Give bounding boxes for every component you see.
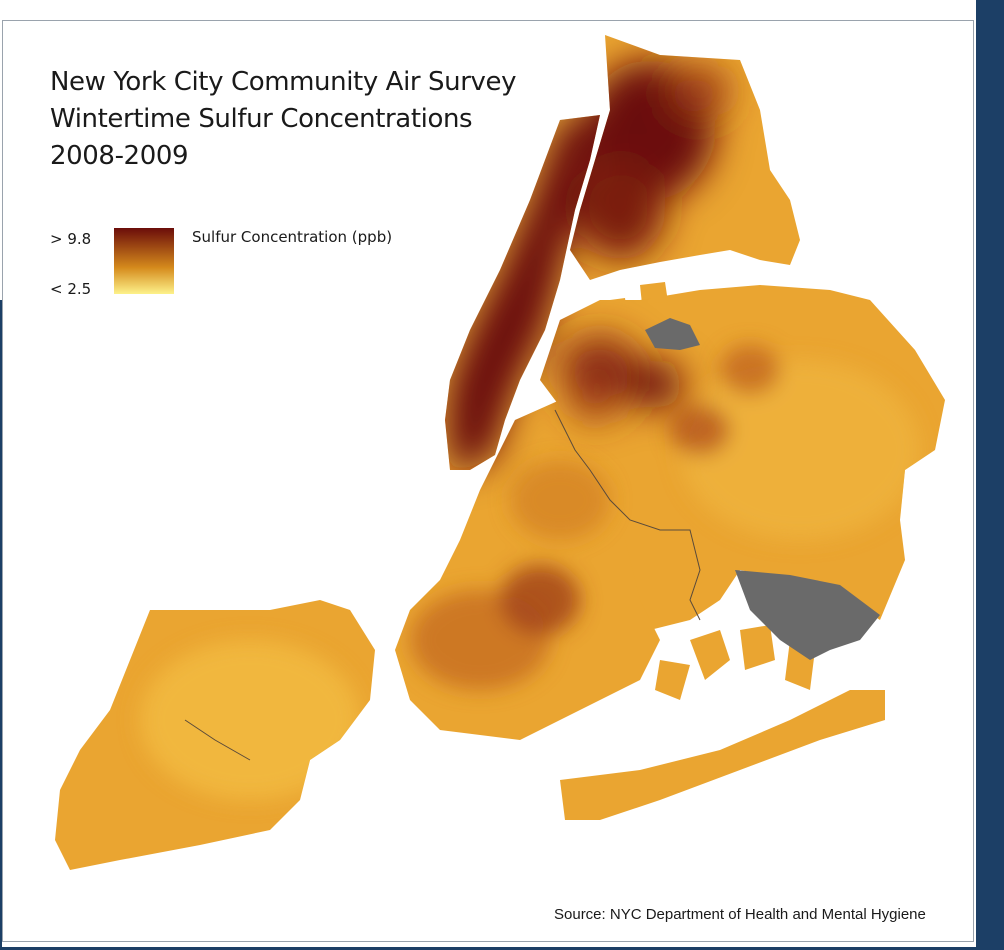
jfk-airport-shape [735,570,880,660]
legend-title: Sulfur Concentration (ppb) [192,228,393,246]
title-line-3: 2008-2009 [50,141,189,171]
right-edge-gap [974,0,976,950]
map-title: New York City Community Air Survey Winte… [50,64,516,175]
legend-color-ramp [114,228,174,294]
source-credit: Source: NYC Department of Health and Men… [554,906,926,923]
rockaway-shape [560,690,885,820]
east-river-islands [610,282,668,320]
bottom-edge-bar [0,947,1004,950]
title-line-1: New York City Community Air Survey [50,67,517,97]
jamaica-bay-islands [655,625,815,700]
left-edge-bar [0,300,2,950]
borough-boundaries [184,409,701,761]
concentration-surface [140,60,920,800]
legend-low-label: < 2.5 [50,280,92,298]
legend-high-label: > 9.8 [50,230,92,248]
right-edge-bar [976,0,1004,950]
laguardia-airport-shape [645,318,700,350]
title-line-2: Wintertime Sulfur Concentrations [50,104,473,134]
